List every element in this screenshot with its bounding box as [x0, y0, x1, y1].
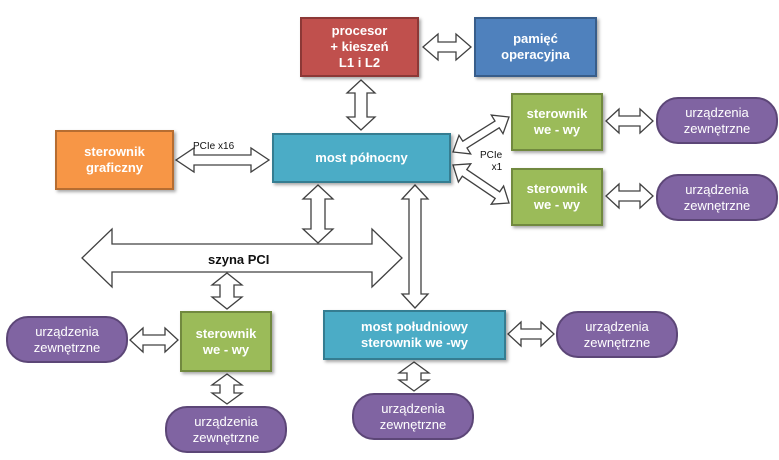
- arrow-io1-ext1: [605, 107, 654, 135]
- arrow-gpu-north: [174, 146, 271, 174]
- arrow-bus-io3: [210, 272, 244, 310]
- processor-box: procesor + kieszeń L1 i L2: [300, 17, 419, 77]
- north-bridge-box: most północny: [272, 133, 451, 183]
- pci-bus-label: szyna PCI: [208, 252, 270, 267]
- arrow-cpu-north: [345, 79, 377, 131]
- arrow-south-ext4: [507, 320, 555, 348]
- external-devices-3: urządzenia zewnętrzne: [6, 316, 128, 363]
- graphics-controller-box: sterownik graficzny: [55, 130, 174, 190]
- arrow-north-bus: [301, 184, 335, 244]
- south-bridge-box: most południowy sterownik we -wy: [323, 310, 506, 360]
- external-devices-5: urządzenia zewnętrzne: [352, 393, 474, 440]
- external-devices-2: urządzenia zewnętrzne: [656, 174, 778, 221]
- external-devices-6: urządzenia zewnętrzne: [165, 406, 287, 453]
- arrow-north-south: [400, 184, 430, 309]
- arrow-north-io2: [452, 163, 510, 205]
- arrow-south-ext5: [397, 361, 431, 392]
- external-devices-1: urządzenia zewnętrzne: [656, 97, 778, 144]
- arrow-cpu-ram: [422, 32, 472, 62]
- external-devices-4: urządzenia zewnętrzne: [556, 311, 678, 358]
- pci-bus-arrow: [81, 227, 403, 289]
- arrow-io3-ext3: [129, 326, 179, 354]
- arrow-io3-ext6: [210, 373, 244, 405]
- pcie-x16-label: PCIe x16: [193, 141, 235, 152]
- io-controller-box-2: sterownik we - wy: [511, 168, 603, 226]
- io-controller-box-1: sterownik we - wy: [511, 93, 603, 151]
- pcie-x1-label: PCIe x1: [480, 150, 503, 173]
- io-controller-box-3: sterownik we - wy: [180, 311, 272, 372]
- arrow-north-io1: [452, 114, 510, 155]
- memory-box: pamięć operacyjna: [474, 17, 597, 77]
- arrow-io2-ext2: [605, 182, 654, 210]
